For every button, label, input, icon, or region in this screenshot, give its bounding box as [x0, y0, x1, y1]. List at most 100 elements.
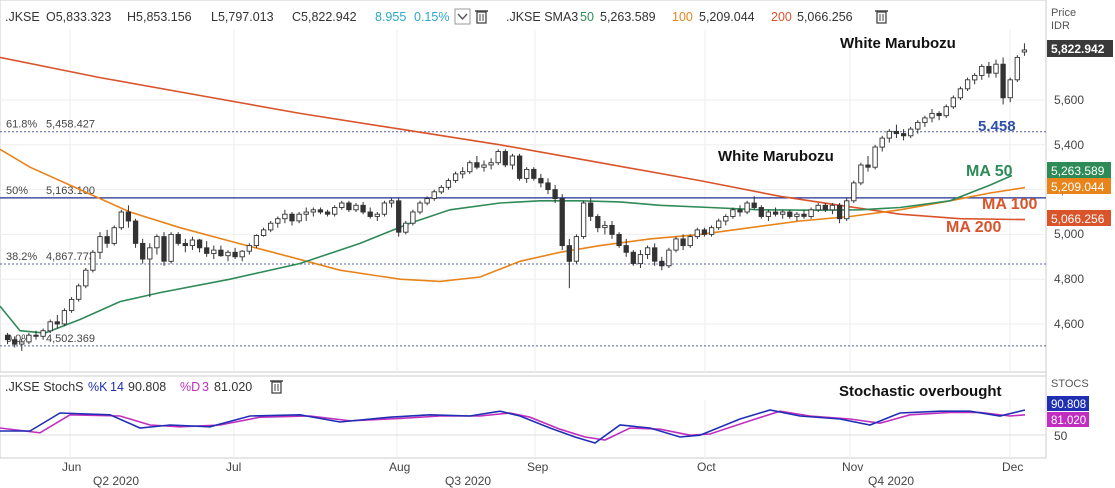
candlestick: [239, 250, 245, 262]
sma-legend-v50: 5,263.589: [600, 10, 656, 24]
stoch-axis-title: STOCS: [1051, 378, 1089, 390]
legend-high: H5,853.156: [127, 10, 192, 24]
candlestick: [118, 209, 124, 230]
fib-level-label: 61.8%: [6, 119, 37, 131]
candlestick: [588, 198, 594, 221]
candlestick: [388, 198, 395, 208]
trash-icon[interactable]: [875, 10, 888, 24]
chevron-down-icon[interactable]: [454, 8, 471, 25]
fib-level-value: 4,867.773: [46, 251, 95, 263]
candlestick: [723, 214, 729, 226]
candlestick: [858, 162, 864, 186]
month-label: Sep: [527, 460, 549, 474]
annotation-ma50: MA 50: [966, 163, 1013, 180]
candlestick: [929, 108, 935, 123]
price-legend: .JKSE O5,833.323 H5,853.156 L5,797.013 C…: [5, 8, 888, 25]
candlestick: [125, 205, 132, 228]
candlestick: [346, 200, 352, 212]
quarter-label: Q2 2020: [93, 474, 139, 488]
stoch-legend-title: .JKSE StochS: [5, 380, 84, 394]
stoch-k-line: [0, 409, 1026, 444]
quarter-label: Q3 2020: [445, 474, 491, 488]
legend-close: C5,822.942: [292, 10, 357, 24]
stoch-k-label: %K: [88, 380, 108, 394]
candlestick: [1021, 43, 1028, 56]
legend-symbol: .JKSE: [5, 10, 40, 24]
candlestick: [708, 225, 715, 237]
candlestick: [282, 209, 288, 224]
candlestick: [524, 167, 530, 183]
sma-legend-v100: 5,209.044: [699, 10, 755, 24]
stoch-d-value: 81.020: [214, 380, 252, 394]
candlestick: [666, 247, 672, 268]
candlestick: [403, 220, 409, 235]
candlestick: [417, 200, 423, 215]
stochastic-axis: STOCS 90.808 81.020 50: [1047, 378, 1089, 443]
price-axis-title: Price: [1051, 7, 1076, 19]
trash-icon[interactable]: [270, 380, 283, 394]
candlestick: [218, 245, 224, 257]
stoch-d-badge: [1047, 412, 1089, 427]
candlestick: [744, 200, 750, 215]
ma50-badge-value: 5,263.589: [1051, 164, 1105, 178]
candlestick: [1000, 57, 1006, 105]
candlestick: [225, 250, 231, 262]
candlestick: [680, 234, 686, 251]
candlestick: [367, 207, 373, 219]
ma100-badge-value: 5,209.044: [1051, 180, 1105, 194]
candlestick: [104, 229, 110, 248]
annotations: White Marubozu White Marubozu 5.458 MA 5…: [718, 35, 1038, 400]
candlestick: [516, 153, 523, 181]
candlestick: [253, 234, 260, 248]
candlestick: [794, 212, 800, 221]
candlestick: [886, 129, 892, 143]
month-label: Dec: [1002, 460, 1023, 474]
sma-legend-p50: 50: [580, 10, 594, 24]
candlestick: [132, 218, 139, 248]
candlestick: [97, 232, 103, 260]
candlestick: [90, 250, 96, 273]
fib-level-value: 5,458.427: [46, 119, 95, 131]
candlestick: [268, 220, 274, 233]
candlestick: [659, 256, 665, 271]
candlestick: [957, 86, 964, 100]
candlestick: [765, 209, 772, 221]
stoch-k-period: 14: [110, 380, 124, 394]
stoch-k-value: 90.808: [128, 380, 166, 394]
candlestick: [559, 194, 565, 251]
candlestick: [111, 225, 117, 246]
ma100-line: [0, 148, 1026, 283]
candlestick: [936, 111, 942, 121]
candlestick: [908, 126, 914, 139]
time-axis: Jun Jul Aug Sep Oct Nov Dec Q2 2020 Q3 2…: [62, 460, 1023, 488]
candlestick: [189, 236, 196, 251]
candlestick: [652, 243, 658, 266]
candlestick: [1007, 77, 1013, 103]
candlestick: [196, 238, 203, 253]
candlestick: [445, 178, 452, 190]
candlestick: [844, 198, 850, 221]
candlestick: [232, 247, 238, 260]
trash-icon[interactable]: [475, 10, 488, 24]
candlestick: [410, 209, 416, 226]
candlestick: [481, 160, 487, 172]
candlestick: [509, 153, 516, 170]
candlestick: [495, 149, 501, 165]
month-label: Oct: [697, 460, 716, 474]
candlestick: [175, 232, 181, 246]
candlestick: [502, 149, 508, 168]
candlestick: [772, 207, 779, 217]
candlestick: [47, 319, 53, 333]
candlestick: [993, 59, 999, 78]
candlestick: [296, 212, 302, 224]
candlestick: [538, 173, 544, 188]
candlestick: [12, 336, 18, 348]
candlestick: [950, 95, 956, 109]
candlestick: [310, 207, 316, 217]
candlestick: [609, 220, 615, 239]
candlestick: [979, 64, 985, 80]
candlesticks: [4, 43, 1028, 351]
candlestick: [630, 250, 636, 266]
candlestick: [467, 160, 473, 174]
candlestick: [964, 77, 971, 92]
